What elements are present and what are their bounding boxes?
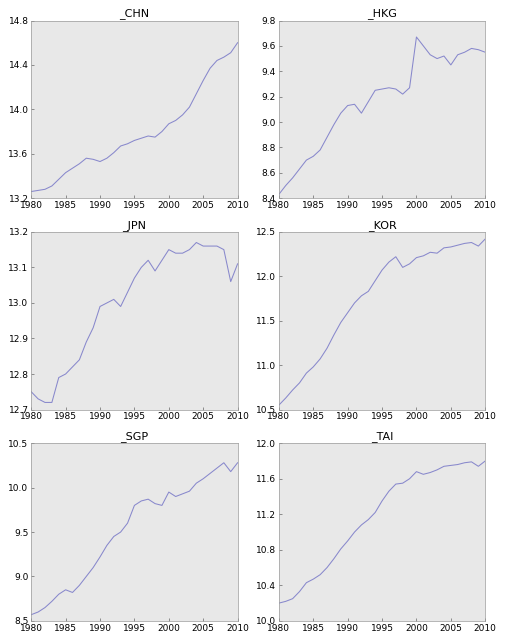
- Title: _TAI: _TAI: [371, 431, 393, 442]
- Title: _JPN: _JPN: [122, 220, 146, 231]
- Title: _CHN: _CHN: [119, 8, 149, 19]
- Title: _SGP: _SGP: [120, 431, 148, 442]
- Title: _KOR: _KOR: [368, 220, 396, 231]
- Title: _HKG: _HKG: [367, 8, 397, 19]
